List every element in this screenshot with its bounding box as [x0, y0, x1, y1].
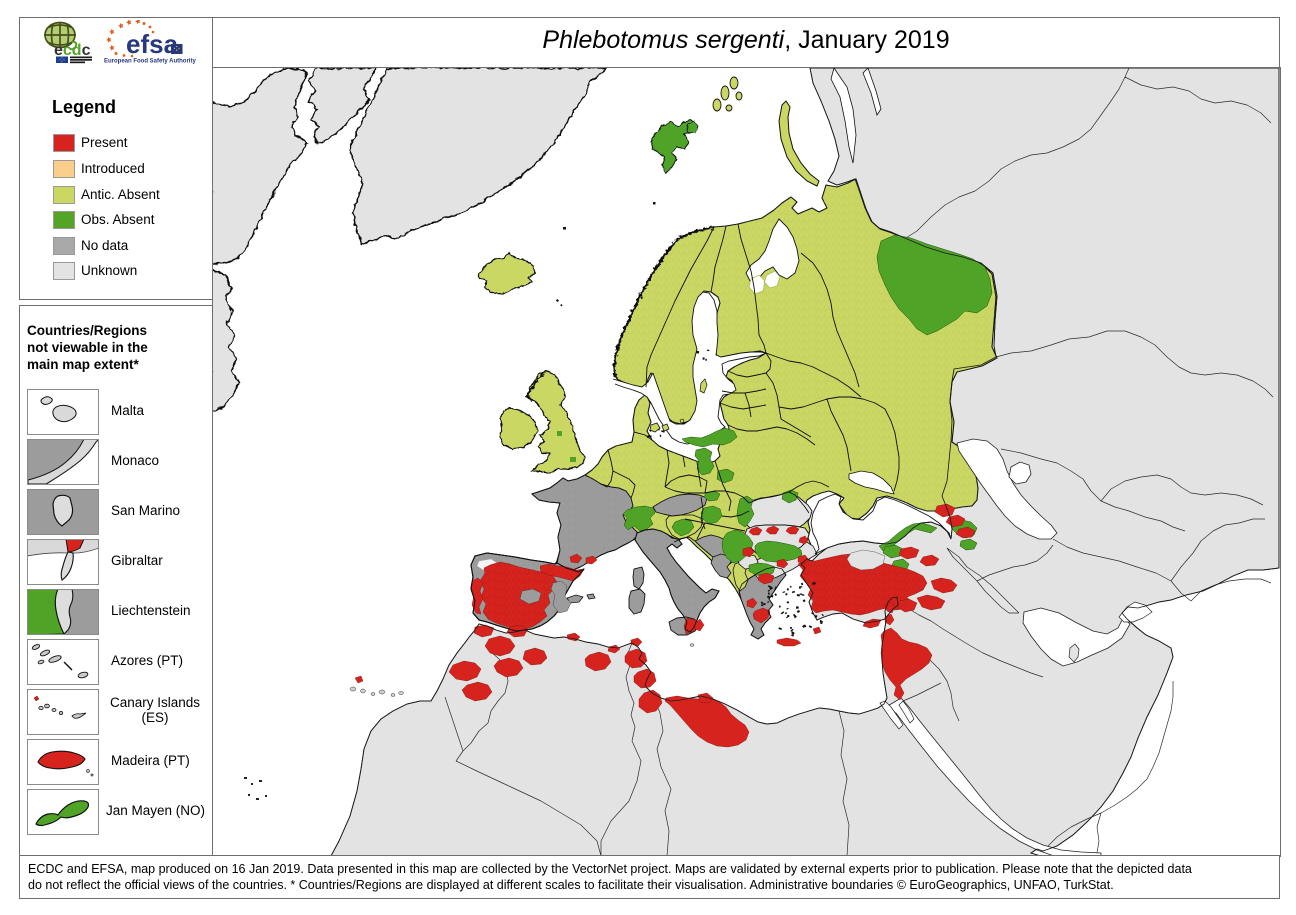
svg-text:ecdc: ecdc	[54, 42, 91, 59]
svg-text:European Food Safety Authority: European Food Safety Authority	[104, 59, 196, 65]
svg-text:efsa: efsa	[126, 29, 179, 59]
